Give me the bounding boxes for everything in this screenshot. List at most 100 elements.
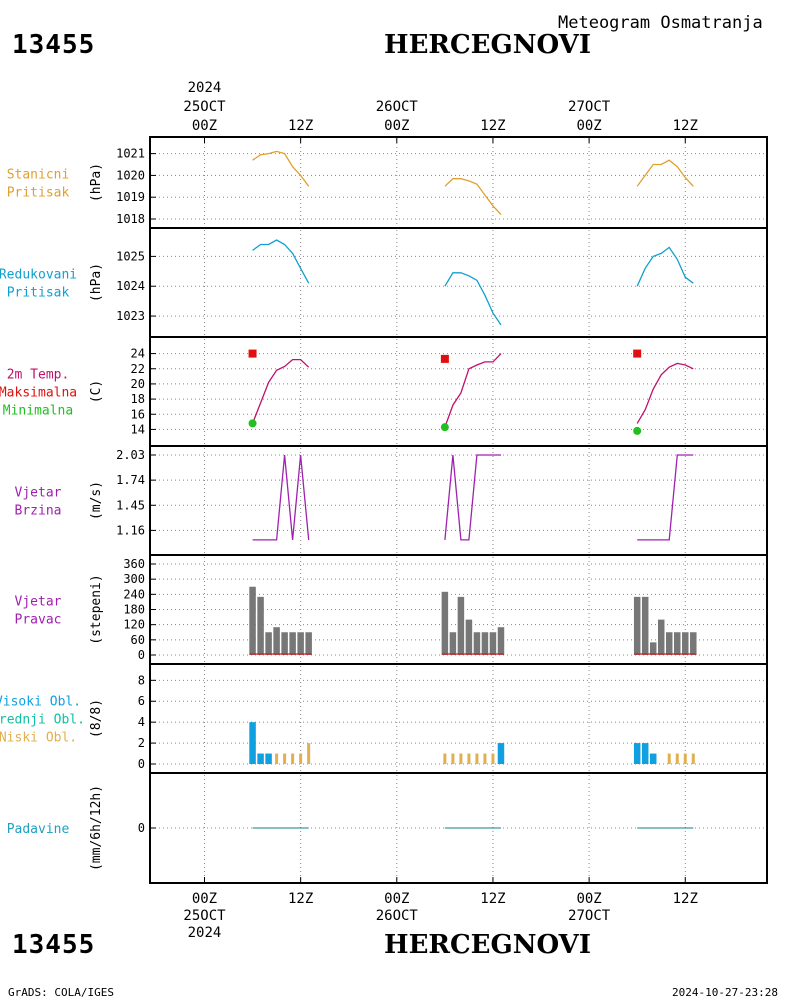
wind-speed-ytick-label: 1.45 (116, 498, 145, 512)
reduced-pressure-ytick-label: 1024 (116, 279, 145, 293)
top-time-label: 00Z (192, 118, 217, 134)
clouds-ytick-label: 0 (138, 757, 145, 771)
precipitation-ytick-label: 0 (138, 821, 145, 835)
station-name-top: HERCEGNOVI (384, 30, 591, 60)
temperature-ytick-label: 18 (131, 392, 145, 406)
low-cloud-bar (691, 753, 695, 764)
low-cloud-bar (491, 753, 495, 764)
low-cloud-bar (307, 743, 311, 764)
wind-direction-bar (441, 591, 449, 655)
top-time-label: 12Z (288, 118, 313, 134)
wind-speed-ytick-label: 1.16 (116, 523, 145, 537)
surface-pressure-ytick-label: 1021 (116, 147, 145, 161)
wind-direction-bar (249, 586, 256, 655)
low-cloud-bar (683, 753, 687, 764)
min-temp-marker (248, 419, 257, 428)
surface-pressure-panel-frame (149, 136, 768, 229)
low-cloud-bar (459, 753, 463, 764)
top-year-label: 2024 (188, 80, 222, 96)
wind-direction-bar (657, 619, 665, 655)
surface-pressure-ytick-label: 1018 (116, 212, 145, 226)
surface-pressure-series-line (252, 150, 310, 187)
min-temp-marker (440, 423, 449, 432)
wind-direction-bar (641, 596, 649, 655)
wind-speed-ytick-label: 1.74 (116, 473, 145, 487)
wind-direction-bar (449, 632, 457, 655)
bottom-time-label: 2024 (188, 925, 222, 941)
wind-direction-legend-label: Pravac (15, 613, 62, 628)
top-time-label: 27OCT (568, 99, 611, 115)
clouds-ytick-label: 4 (138, 715, 145, 729)
wind-direction-ytick-label: 120 (123, 618, 145, 632)
wind-direction-bar (257, 596, 264, 655)
wind-direction-bar (273, 627, 280, 655)
surface-pressure-series-line (444, 178, 502, 216)
temperature-ytick-label: 14 (131, 422, 145, 436)
bottom-time-label: 00Z (384, 891, 409, 907)
wind-direction-bar (674, 632, 681, 655)
wind-speed-panel-frame (149, 445, 768, 556)
bottom-time-label: 12Z (673, 891, 698, 907)
temperature-ylabel: (C) (89, 380, 104, 403)
high-cloud-bar (249, 722, 256, 764)
temperature-legend-label: Maksimalna (0, 386, 77, 401)
high-cloud-bar (649, 753, 657, 764)
clouds-legend-label: Srednji Obl. (0, 713, 85, 728)
low-cloud-bar (467, 753, 471, 764)
wind-speed-series-line (637, 454, 694, 541)
temperature-ytick-label: 16 (131, 407, 145, 421)
clouds-legend-label: Visoki Obl. (0, 695, 81, 710)
wind-direction-bar (473, 632, 481, 655)
high-cloud-bar (633, 743, 641, 764)
wind-direction-ytick-label: 180 (123, 603, 145, 617)
wind-direction-ylabel: (stepeni) (89, 574, 104, 644)
clouds-ytick-label: 2 (138, 736, 145, 750)
wind-direction-bar (481, 632, 489, 655)
high-cloud-bar (497, 743, 505, 764)
wind-speed-series-line (444, 454, 501, 541)
clouds-ytick-label: 8 (138, 673, 145, 687)
wind-speed-legend-label: Brzina (15, 504, 62, 519)
reduced-pressure-series-line (444, 272, 502, 326)
wind-direction-ytick-label: 60 (131, 633, 145, 647)
reduced-pressure-ylabel: (hPa) (89, 263, 104, 302)
wind-direction-bar (497, 627, 505, 655)
temperature-legend-label: Minimalna (3, 404, 73, 419)
low-cloud-bar (443, 753, 447, 764)
surface-pressure-legend-label: Stanicni (7, 168, 70, 183)
wind-direction-bar (649, 642, 657, 655)
max-temp-marker (440, 354, 449, 363)
wind-direction-ytick-label: 240 (123, 587, 145, 601)
wind-direction-bar (665, 632, 673, 655)
wind-direction-bar (465, 619, 473, 655)
surface-pressure-legend-label: Pritisak (7, 186, 70, 201)
wind-direction-bar (265, 632, 272, 655)
max-temp-marker (248, 349, 257, 358)
precipitation-ylabel: (mm/6h/12h) (89, 785, 104, 871)
reduced-pressure-panel-frame (149, 227, 768, 338)
bottom-time-label: 27OCT (568, 908, 611, 924)
temperature-ytick-label: 20 (131, 377, 145, 391)
wind-direction-ytick-label: 300 (123, 572, 145, 586)
low-cloud-bar (299, 753, 303, 764)
wind-direction-bar (289, 632, 296, 655)
station-id-top: 13455 (12, 30, 96, 60)
top-time-label: 12Z (480, 118, 505, 134)
min-temp-marker (633, 426, 642, 435)
top-time-label: 12Z (673, 118, 698, 134)
bottom-time-label: 12Z (288, 891, 313, 907)
low-cloud-bar (283, 753, 287, 764)
meteogram-title: Meteogram Osmatranja (558, 13, 763, 33)
top-time-label: 26OCT (376, 99, 419, 115)
wind-direction-bar (682, 632, 689, 655)
wind-speed-series-line (252, 454, 310, 541)
station-name-bottom: HERCEGNOVI (384, 930, 591, 960)
surface-pressure-ytick-label: 1019 (116, 190, 145, 204)
wind-direction-ytick-label: 0 (138, 648, 145, 662)
reduced-pressure-ytick-label: 1025 (116, 249, 145, 263)
station-id-bottom: 13455 (12, 930, 96, 960)
wind-direction-ytick-label: 360 (123, 557, 145, 571)
precipitation-legend-label: Padavine (7, 822, 70, 837)
temperature-legend-label: 2m Temp. (7, 368, 70, 383)
